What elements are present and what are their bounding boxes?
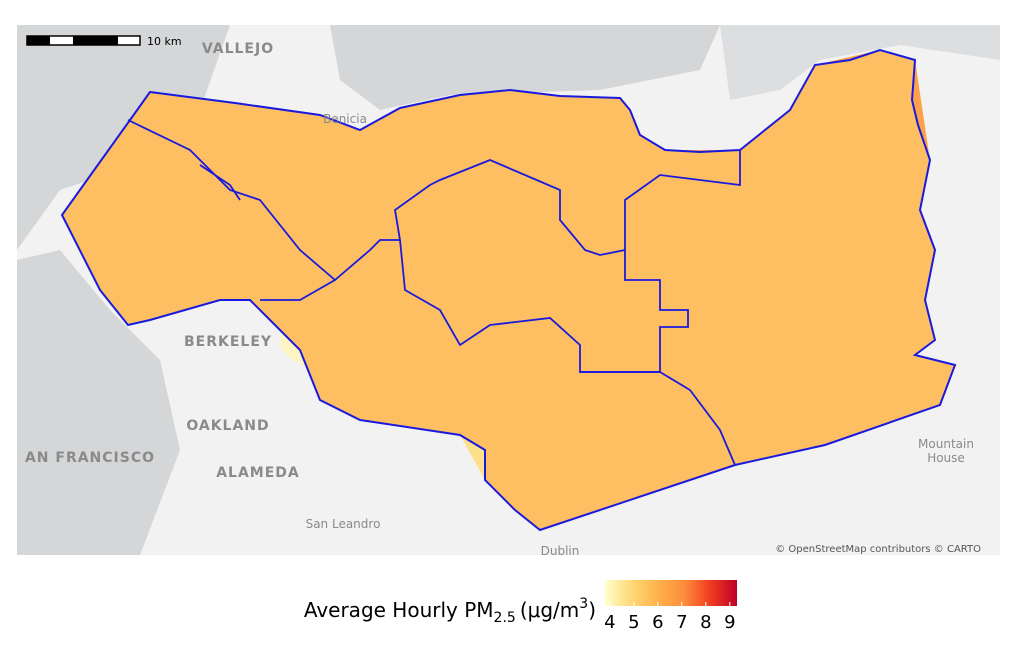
attribution: © OpenStreetMap contributors © CARTO xyxy=(775,544,981,555)
label-text: Average Hourly PM xyxy=(304,598,494,622)
label-close: ) xyxy=(588,598,596,622)
water xyxy=(720,25,1000,100)
scale-seg xyxy=(96,36,118,45)
district-lines xyxy=(127,119,741,466)
colorbar-tick-label: 5 xyxy=(628,612,639,633)
colorbar-tick-label: 8 xyxy=(700,612,711,633)
scale-seg xyxy=(73,36,96,45)
colorbar-label: Average Hourly PM2.5 (μg/m3) xyxy=(304,596,596,626)
place-labels: VALLEJO Benicia BERKELEY OAKLAND AN FRAN… xyxy=(25,41,974,558)
place-label: Mountain xyxy=(918,437,974,451)
place-label: AN FRANCISCO xyxy=(25,450,155,466)
colorbar-tick-label: 9 xyxy=(724,612,735,633)
colorbar-tick-label: 6 xyxy=(652,612,663,633)
place-label: VALLEJO xyxy=(202,41,274,57)
label-sub: 2.5 xyxy=(494,610,516,626)
colorbar-ramp xyxy=(605,580,737,606)
colorbar-tick-label: 4 xyxy=(604,612,615,633)
water xyxy=(330,25,720,110)
scale-seg xyxy=(27,36,50,45)
place-label: Dublin xyxy=(541,544,580,558)
colorbar-tick-label: 7 xyxy=(676,612,687,633)
place-label: House xyxy=(927,451,965,465)
district-line xyxy=(260,279,336,301)
district-line xyxy=(127,119,741,282)
pm-regions xyxy=(61,49,956,531)
district-line xyxy=(199,164,241,201)
place-label: Benicia xyxy=(323,112,367,126)
scale-bar: 10 km xyxy=(26,35,182,48)
place-label: BERKELEY xyxy=(184,334,272,350)
place-label: OAKLAND xyxy=(186,418,269,434)
scale-label: 10 km xyxy=(147,35,182,48)
label-sup: 3 xyxy=(579,596,588,612)
district-line xyxy=(580,371,736,466)
place-label: ALAMEDA xyxy=(216,465,300,481)
label-unit: (μg/m xyxy=(520,598,579,622)
place-label: San Leandro xyxy=(306,517,381,531)
water xyxy=(17,250,180,555)
